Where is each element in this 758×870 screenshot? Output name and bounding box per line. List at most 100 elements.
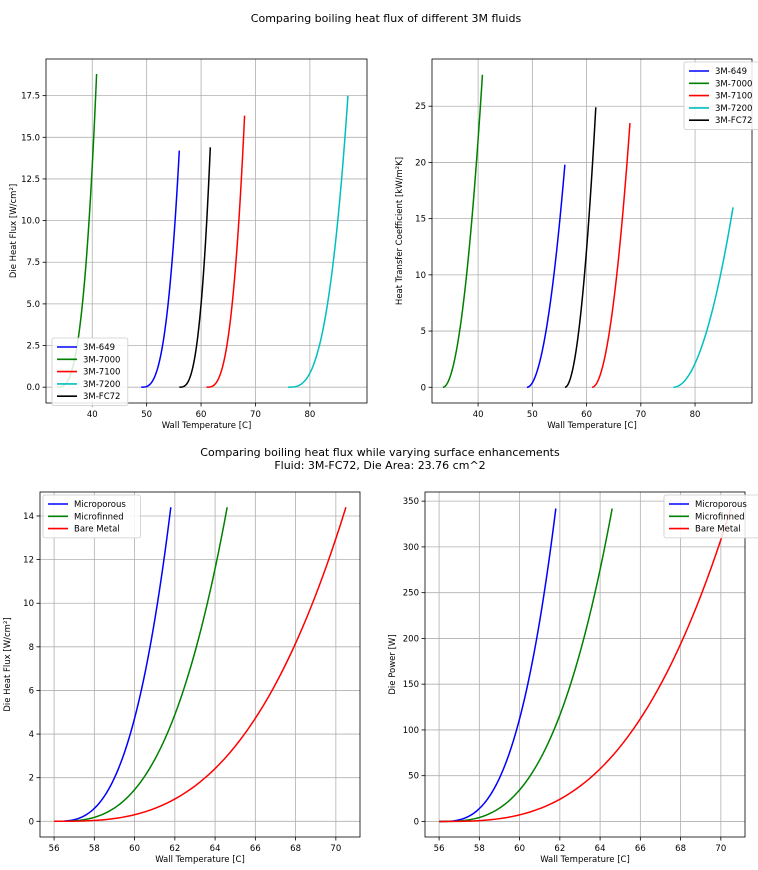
y-tick-label: 0.0 [26,383,40,393]
x-tick-label: 64 [210,844,221,854]
x-tick-label: 70 [250,410,261,420]
series-line-3m-fc72 [179,147,212,388]
y-tick-label: 50 [408,772,419,782]
series-line-3m-649 [526,164,566,389]
y-tick-label: 12.5 [21,175,40,185]
x-axis-label: Wall Temperature [C] [547,421,637,431]
bottom-figure-title-line1: Comparing boiling heat flux while varyin… [200,446,560,459]
y-tick-label: 15.0 [21,133,40,143]
y-tick-label: 250 [403,589,419,599]
x-tick-label: 70 [715,844,726,854]
series-line-3m-7100 [591,123,631,389]
legend-label-3m-649: 3M-649 [715,67,747,77]
x-tick-label: 80 [304,410,315,420]
x-tick-label: 80 [690,410,701,420]
legend-label-microfinned: Microfinned [695,512,745,522]
y-tick-label: 8 [29,643,34,653]
y-tick-label: 25 [415,102,426,112]
legend-label-3m-fc72: 3M-FC72 [83,392,120,402]
y-tick-label: 100 [403,726,419,736]
legend-label-3m-7000: 3M-7000 [715,79,752,89]
chart-bottom-right-die-power: 56 58 60 62 64 66 68 70 0 50 100 150 200 250 300 350 Wal… [388,491,758,865]
x-tick-label: 40 [87,410,98,420]
y-tick-label: 10 [23,599,34,609]
chart-top-left-heat-flux: 40 50 60 70 80 0.0 2.5 5.0 7.5 10.0 12.5 15.0 17.5 Wa… [9,58,368,431]
legend-label-3m-fc72: 3M-FC72 [715,116,752,126]
legend-box [42,494,141,539]
axes-frame [431,58,753,404]
legend-label-microporous: Microporous [695,500,747,510]
x-axis-label: Wall Temperature [C] [540,855,630,865]
legend-label-3m-7000: 3M-7000 [83,355,120,365]
y-axis-label: Die Heat Flux [W/cm²] [9,184,19,278]
y-tick-label: 4 [29,730,34,740]
x-tick-label: 50 [141,410,152,420]
bottom-figure-title-line2: Fluid: 3M-FC72, Die Area: 23.76 cm^2 [274,459,485,472]
legend-box [683,61,758,130]
legend-label-microporous: Microporous [74,500,126,510]
y-tick-label: 0 [414,817,419,827]
series-line-microporous [54,507,172,823]
axes-frame [39,491,361,838]
x-tick-label: 56 [49,844,60,854]
legend-label-3m-7100: 3M-7100 [83,368,120,378]
y-tick-label: 200 [403,634,419,644]
x-tick-label: 66 [250,844,261,854]
y-tick-label: 5 [421,327,426,337]
legend-label-microfinned: Microfinned [74,512,124,522]
legend: Microporous Microfinned Bare Metal [42,494,141,539]
x-tick-label: 56 [434,844,445,854]
x-tick-label: 60 [196,410,207,420]
x-tick-label: 58 [89,844,100,854]
y-tick-label: 5.0 [26,300,40,310]
x-tick-label: 60 [581,410,592,420]
y-tick-label: 0 [29,817,34,827]
y-tick-label: 10.0 [21,217,40,227]
x-tick-label: 64 [595,844,606,854]
legend-label-3m-7100: 3M-7100 [715,92,752,102]
y-tick-label: 17.5 [21,92,40,102]
y-tick-label: 2.5 [26,342,40,352]
series-line-microporous [439,508,557,823]
y-tick-label: 0 [421,383,426,393]
y-tick-label: 15 [415,215,426,225]
series-line-3m-7000 [442,74,484,389]
legend: Microporous Microfinned Bare Metal [663,494,758,539]
y-tick-label: 350 [403,497,419,507]
legend: 3M-649 3M-7000 3M-7100 3M-7200 3M-FC72 [683,61,758,130]
x-tick-label: 68 [675,844,686,854]
x-tick-label: 66 [635,844,646,854]
y-tick-label: 2 [29,774,34,784]
legend-label-3m-7200: 3M-7200 [715,104,752,114]
series-line-3m-649 [141,150,181,388]
x-tick-label: 62 [169,844,180,854]
y-axis-label: Die Power [W] [388,634,398,694]
y-tick-label: 20 [415,158,426,168]
y-tick-label: 300 [403,543,419,553]
legend-label-bare-metal: Bare Metal [74,525,120,535]
legend-label-3m-7200: 3M-7200 [83,380,120,390]
legend-label-bare-metal: Bare Metal [695,525,741,535]
axes-frame [45,58,368,404]
x-tick-label: 70 [330,844,341,854]
x-tick-label: 62 [554,844,565,854]
series-line-bare-metal [439,508,732,823]
legend-label-3m-649: 3M-649 [83,343,115,353]
legend-box [663,494,758,539]
series-line-3m-7200 [288,95,349,388]
legend-box [51,337,129,406]
series-line-microfinned [439,508,613,823]
series-line-3m-fc72 [564,107,597,389]
x-axis-label: Wall Temperature [C] [162,421,252,431]
series-line-microfinned [54,507,228,823]
x-tick-label: 68 [290,844,301,854]
chart-top-right-htc: 40 50 60 70 80 0 5 10 15 20 25 Wall Temperature [C]… [395,58,758,431]
x-tick-label: 50 [527,410,538,420]
series-line-3m-7200 [673,207,734,389]
y-tick-label: 150 [403,680,419,690]
y-tick-label: 10 [415,271,426,281]
series-line-bare-metal [54,507,347,823]
y-axis-label: Heat Transfer Coefficient [kW/m²K] [395,157,405,305]
